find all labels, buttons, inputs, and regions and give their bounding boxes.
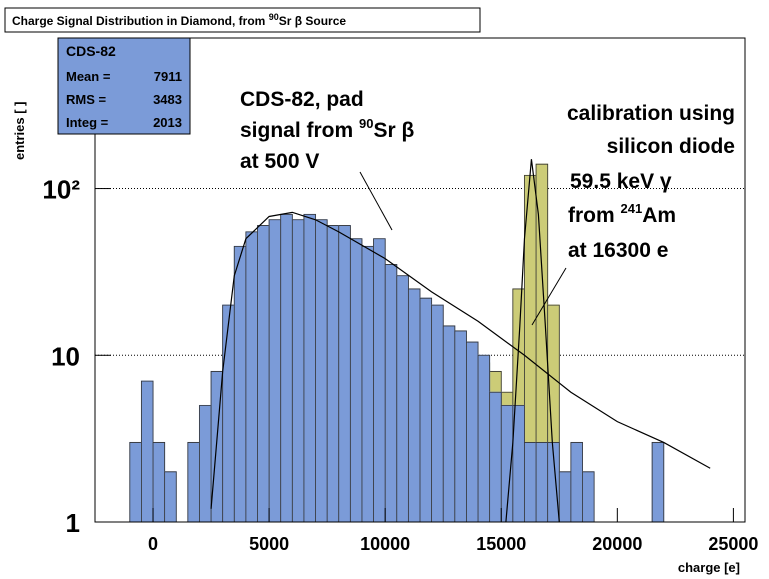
histogram-bar [326, 225, 340, 523]
histogram-bar [419, 297, 433, 523]
stats-label: Mean = [66, 69, 111, 84]
y-tick-label: 1 [66, 508, 80, 538]
histogram-bar [582, 471, 595, 523]
histogram-bar [489, 391, 502, 523]
y-axis-label: entries [ ] [12, 101, 27, 160]
fit-curve [210, 211, 711, 509]
annotation: calibration using [567, 102, 735, 125]
histogram-bar [535, 441, 549, 523]
histogram-bar [651, 441, 665, 523]
histogram-bar [384, 264, 398, 523]
stats-value: 3483 [153, 92, 182, 107]
histogram-bar [291, 219, 305, 523]
bar-outline [547, 304, 560, 522]
histogram-bar [442, 325, 456, 523]
histogram-bar [396, 275, 409, 523]
bar-outline [651, 442, 665, 522]
annotation: at 500 V [240, 150, 319, 173]
histogram-bar [454, 330, 467, 523]
x-axis-label: charge [e] [678, 560, 740, 575]
histogram-bar [198, 404, 212, 523]
histogram-bar [477, 354, 491, 523]
histogram-bar [373, 238, 386, 523]
title-box [4, 7, 481, 33]
histogram-bar [570, 441, 584, 523]
histogram-bar [431, 304, 444, 523]
annotation: 59.5 keV γ [570, 170, 672, 193]
histogram-bar [558, 471, 572, 523]
y-tick-label: 10 [51, 341, 80, 371]
x-tick-label: 5000 [249, 534, 289, 554]
histogram-bar [222, 304, 235, 523]
x-tick-label: 20000 [592, 534, 642, 554]
histogram-bar [245, 231, 258, 523]
histogram-bar [407, 288, 421, 523]
histogram-bar [338, 225, 351, 523]
bar-outline [582, 471, 595, 522]
annotation: at 16300 e [568, 239, 668, 262]
x-tick-label: 10000 [360, 534, 410, 554]
histogram-bar [523, 441, 537, 523]
fit-curve [505, 159, 560, 523]
histogram-bar [140, 380, 154, 523]
histogram-bar [129, 441, 142, 523]
stats-name: CDS-82 [66, 43, 116, 59]
stats-label: Integ = [66, 115, 109, 130]
histogram-bar [233, 245, 247, 523]
bar-outline [164, 471, 177, 522]
histogram-bar [465, 341, 479, 523]
histogram-bar [268, 219, 282, 523]
annotation: CDS-82, pad [240, 88, 364, 111]
histogram-bar [257, 225, 270, 523]
histogram-bar [280, 213, 293, 523]
histogram-bar [349, 238, 363, 523]
stats-box [57, 37, 191, 135]
annotation: silicon diode [607, 135, 735, 158]
y-tick-label: 10² [42, 175, 80, 205]
x-tick-label: 15000 [476, 534, 526, 554]
annotation: signal from 90Sr β [240, 116, 415, 142]
annotation-arrow [531, 267, 567, 326]
x-tick-label: 0 [148, 534, 158, 554]
annotation-arrow [359, 171, 393, 231]
histogram-bar [164, 471, 177, 523]
stats-label: RMS = [66, 92, 107, 107]
frame [94, 37, 746, 523]
histogram-bar [187, 441, 200, 523]
histogram-bar [315, 219, 328, 523]
chart-title: Charge Signal Distribution in Diamond, f… [12, 12, 346, 28]
stats-value: 7911 [154, 69, 182, 84]
histogram-bar [303, 213, 317, 523]
annotation: from 241Am [568, 201, 676, 227]
stats-value: 2013 [153, 115, 182, 130]
histogram-bar [361, 245, 375, 523]
histogram-bar [152, 441, 166, 523]
x-tick-label: 25000 [708, 534, 758, 554]
